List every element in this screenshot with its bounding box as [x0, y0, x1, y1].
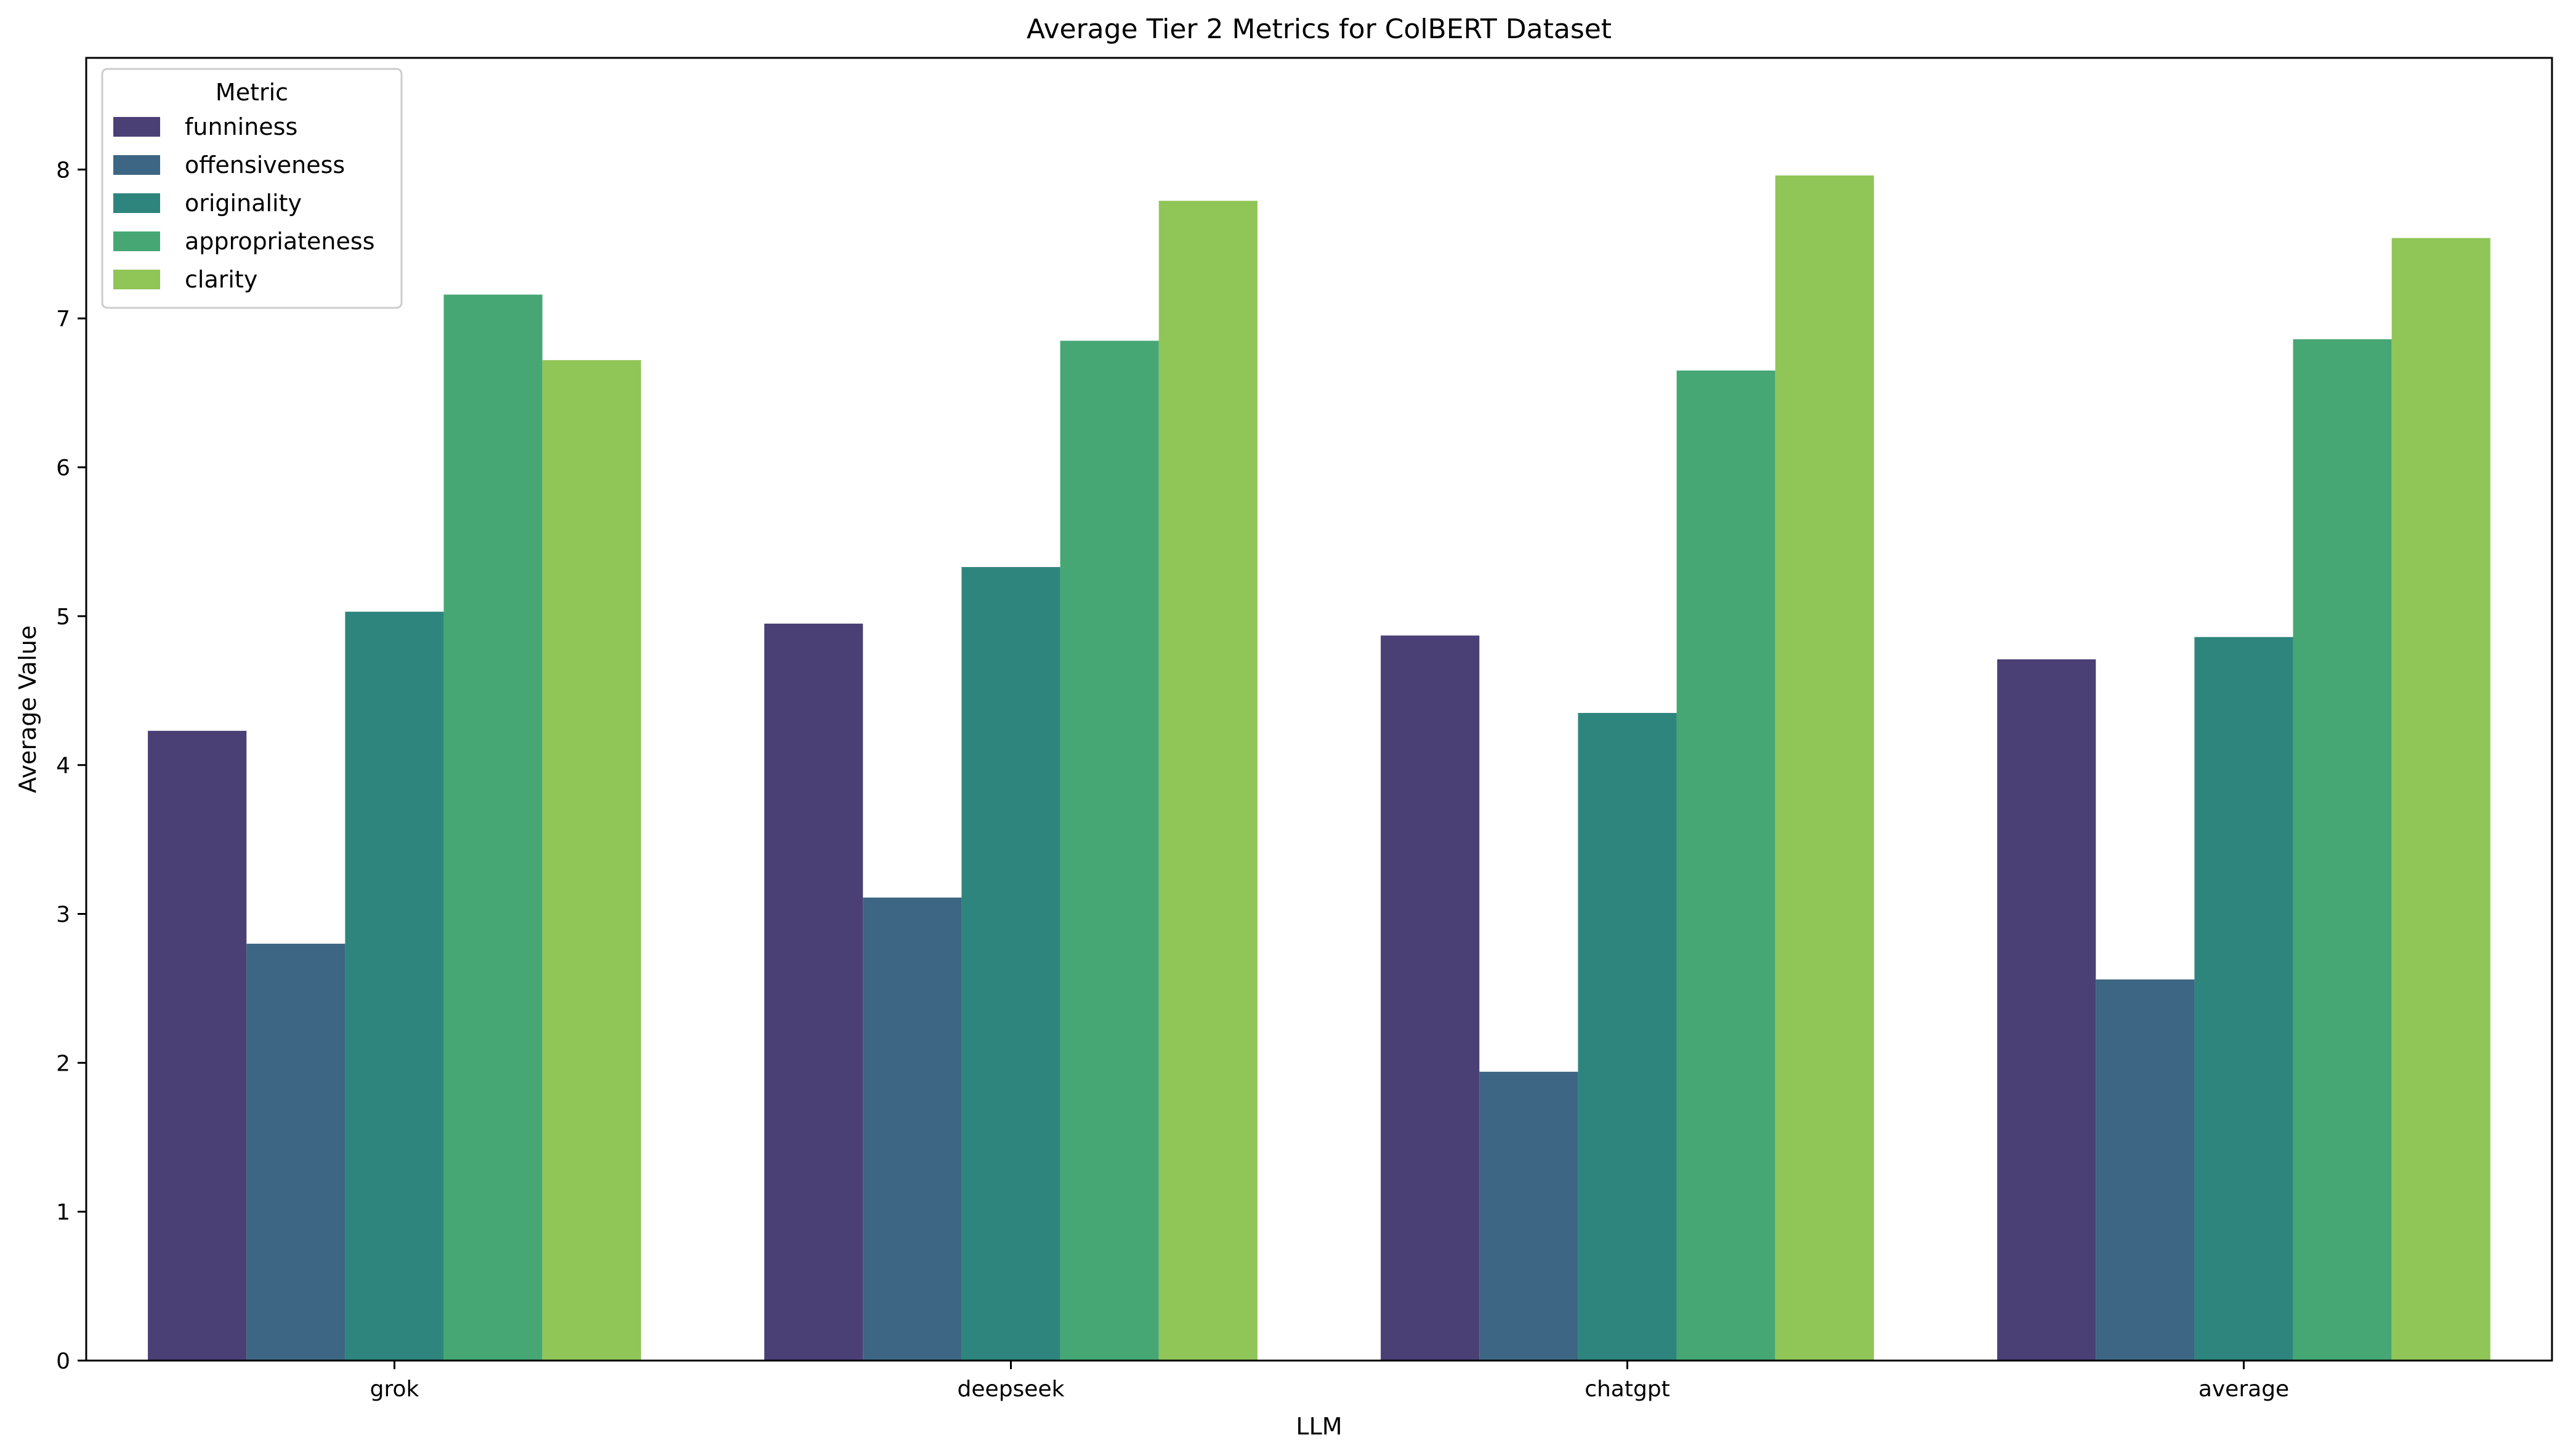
legend-label-funniness: funniness: [185, 113, 297, 140]
bar-grok-funniness: [148, 731, 247, 1361]
x-axis-ticks: grok deepseek chatgpt average: [370, 1361, 2289, 1402]
bar-average-originality: [2194, 637, 2293, 1361]
bar-grok-originality: [345, 611, 444, 1361]
x-tick-label: chatgpt: [1585, 1377, 1670, 1402]
bar-grok-clarity: [542, 360, 641, 1361]
legend-swatch-clarity: [113, 270, 160, 289]
bar-chatgpt-originality: [1578, 713, 1677, 1361]
y-tick-label: 8: [56, 158, 70, 183]
bar-chatgpt-clarity: [1775, 175, 1874, 1361]
legend: Metric funniness offensiveness originality…: [101, 68, 403, 309]
y-tick-label: 1: [56, 1200, 70, 1225]
bar-average-offensiveness: [2096, 979, 2195, 1361]
x-axis-label: LLM: [1296, 1413, 1342, 1440]
bar-average-clarity: [2391, 238, 2490, 1361]
legend-swatch-appropriateness: [113, 231, 160, 251]
legend-swatch-funniness: [113, 117, 160, 137]
y-tick-label: 3: [56, 903, 70, 928]
bar-deepseek-appropriateness: [1060, 340, 1159, 1361]
bar-grok-appropriateness: [443, 294, 543, 1361]
y-tick-label: 7: [56, 307, 70, 332]
bar-chatgpt-appropriateness: [1676, 370, 1775, 1361]
bar-deepseek-offensiveness: [863, 897, 962, 1361]
bar-deepseek-clarity: [1158, 201, 1258, 1361]
y-tick-label: 6: [56, 456, 70, 481]
bars-layer: [148, 175, 2490, 1361]
y-axis-label: Average Value: [14, 625, 41, 793]
bar-average-appropriateness: [2293, 339, 2392, 1361]
y-tick-label: 5: [56, 605, 70, 630]
bar-grok-offensiveness: [246, 943, 345, 1361]
y-tick-label: 0: [56, 1349, 70, 1374]
x-tick-label: grok: [370, 1377, 419, 1402]
bar-chatgpt-offensiveness: [1479, 1071, 1578, 1361]
legend-swatch-originality: [113, 193, 160, 213]
y-axis-ticks: 0 1 2 3 4 5 6 7 8: [56, 158, 86, 1374]
x-tick-label: average: [2199, 1377, 2289, 1402]
legend-entries: funniness offensiveness originality appropr…: [113, 113, 375, 293]
bar-average-funniness: [1997, 659, 2096, 1361]
x-tick-label: deepseek: [958, 1377, 1065, 1402]
legend-label-offensiveness: offensiveness: [185, 151, 345, 179]
y-tick-label: 4: [56, 754, 70, 779]
legend-title: Metric: [216, 79, 288, 106]
y-tick-label: 2: [56, 1051, 70, 1076]
bar-deepseek-originality: [961, 567, 1060, 1361]
chart-title: Average Tier 2 Metrics for ColBERT Datas…: [1027, 14, 1612, 45]
bar-deepseek-funniness: [764, 623, 863, 1361]
legend-swatch-offensiveness: [113, 155, 160, 175]
legend-label-appropriateness: appropriateness: [185, 228, 375, 255]
legend-label-clarity: clarity: [185, 266, 257, 293]
legend-label-originality: originality: [185, 190, 302, 217]
legend-box: [101, 68, 403, 309]
plot-area-frame: [85, 57, 2553, 1362]
bar-chatgpt-funniness: [1381, 635, 1480, 1361]
